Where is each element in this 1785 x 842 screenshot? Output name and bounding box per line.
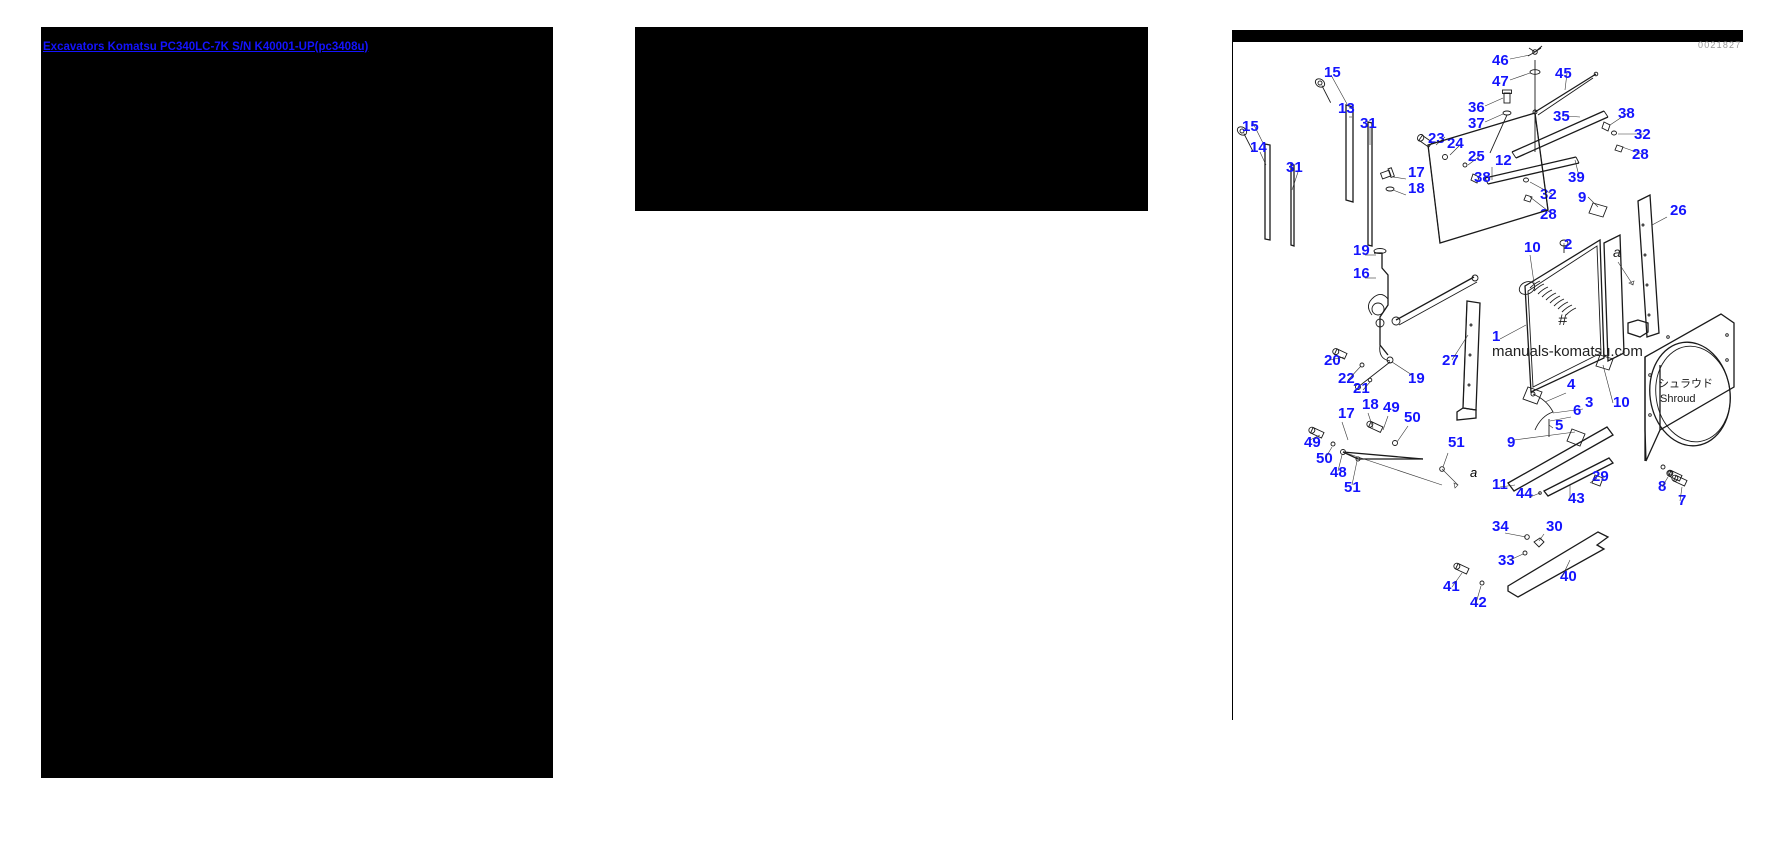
svg-text:41: 41 xyxy=(1443,578,1460,595)
svg-text:19: 19 xyxy=(1353,242,1370,259)
svg-text:38: 38 xyxy=(1618,105,1635,122)
svg-text:51: 51 xyxy=(1344,479,1361,496)
svg-text:31: 31 xyxy=(1286,159,1303,176)
svg-text:42: 42 xyxy=(1470,594,1487,611)
svg-text:49: 49 xyxy=(1383,399,1400,416)
svg-text:Shroud: Shroud xyxy=(1660,393,1695,405)
svg-text:3: 3 xyxy=(1585,394,1593,411)
svg-text:44: 44 xyxy=(1516,485,1533,502)
svg-text:21: 21 xyxy=(1353,380,1370,397)
svg-text:9: 9 xyxy=(1578,189,1586,206)
svg-text:10: 10 xyxy=(1613,394,1630,411)
svg-text:50: 50 xyxy=(1404,409,1421,426)
svg-text:20: 20 xyxy=(1324,352,1341,369)
svg-text:45: 45 xyxy=(1555,65,1572,82)
svg-text:47: 47 xyxy=(1492,73,1509,90)
svg-text:33: 33 xyxy=(1498,552,1515,569)
svg-text:43: 43 xyxy=(1568,490,1585,507)
svg-text:5: 5 xyxy=(1555,417,1563,434)
svg-text:19: 19 xyxy=(1408,370,1425,387)
svg-text:17: 17 xyxy=(1338,405,1355,422)
svg-text:28: 28 xyxy=(1632,146,1649,163)
svg-text:31: 31 xyxy=(1360,115,1377,132)
svg-text:a: a xyxy=(1613,244,1621,260)
svg-text:32: 32 xyxy=(1540,186,1557,203)
svg-text:25: 25 xyxy=(1468,148,1485,165)
svg-text:30: 30 xyxy=(1546,518,1563,535)
svg-text:46: 46 xyxy=(1492,52,1509,69)
svg-text:34: 34 xyxy=(1492,518,1509,535)
svg-text:9: 9 xyxy=(1507,434,1515,451)
svg-text:26: 26 xyxy=(1670,202,1687,219)
svg-text:17: 17 xyxy=(1408,164,1425,181)
svg-text:6: 6 xyxy=(1573,402,1581,419)
svg-text:4: 4 xyxy=(1567,376,1576,393)
svg-text:49: 49 xyxy=(1304,434,1321,451)
svg-text:15: 15 xyxy=(1324,64,1341,81)
svg-text:27: 27 xyxy=(1442,352,1459,369)
svg-text:15: 15 xyxy=(1242,118,1259,135)
svg-text:18: 18 xyxy=(1362,396,1379,413)
svg-text:38: 38 xyxy=(1474,169,1491,186)
svg-text:36: 36 xyxy=(1468,99,1485,116)
svg-text:35: 35 xyxy=(1553,108,1570,125)
svg-text:シュラウド: シュラウド xyxy=(1658,377,1713,390)
svg-text:manuals-komatsu.com: manuals-komatsu.com xyxy=(1492,343,1643,360)
svg-text:51: 51 xyxy=(1448,434,1465,451)
svg-text:2: 2 xyxy=(1564,236,1572,253)
svg-text:14: 14 xyxy=(1250,139,1267,156)
svg-text:a: a xyxy=(1470,465,1477,480)
svg-text:13: 13 xyxy=(1338,100,1355,117)
svg-text:39: 39 xyxy=(1568,169,1585,186)
svg-text:16: 16 xyxy=(1353,265,1370,282)
svg-text:32: 32 xyxy=(1634,126,1651,143)
svg-text:24: 24 xyxy=(1447,135,1464,152)
svg-text:29: 29 xyxy=(1592,468,1609,485)
svg-text:7: 7 xyxy=(1678,492,1686,509)
svg-text:18: 18 xyxy=(1408,180,1425,197)
svg-text:11: 11 xyxy=(1492,476,1508,493)
svg-text:10: 10 xyxy=(1524,239,1541,256)
svg-text:12: 12 xyxy=(1495,152,1512,169)
